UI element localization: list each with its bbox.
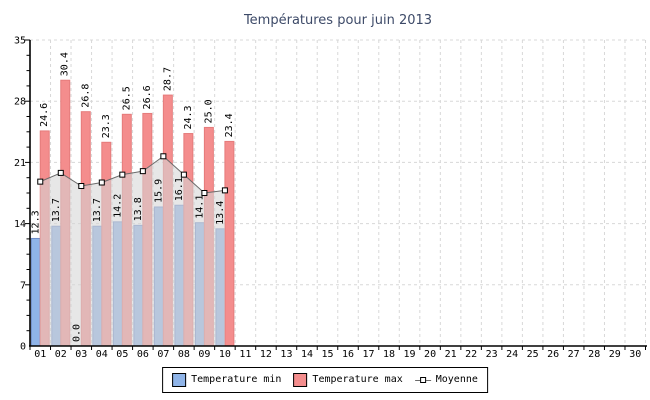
temp-max-value-label-09: 25.0 — [203, 99, 214, 123]
moyenne-marker-icon — [414, 376, 431, 384]
y-tick-label-7: 7 — [20, 280, 26, 291]
temp-max-swatch-icon — [293, 373, 308, 387]
x-tick-label-27: 27 — [568, 349, 580, 360]
x-tick-label-10: 10 — [219, 349, 231, 360]
x-tick-label-25: 25 — [527, 349, 539, 360]
y-tick-label-0: 0 — [20, 342, 26, 353]
x-tick-label-26: 26 — [547, 349, 559, 360]
legend-label-moyenne: Moyenne — [435, 374, 478, 385]
chart-title: Températures pour juin 2013 — [243, 13, 433, 28]
temp-max-value-label-03: 26.8 — [80, 84, 91, 108]
temp-max-bar-10 — [224, 140, 235, 347]
chart-legend: Temperature min Temperature max Moyenne — [162, 367, 488, 393]
x-tick-label-30: 30 — [629, 349, 641, 360]
temp-min-value-label-05: 14.2 — [112, 194, 123, 218]
x-tick-label-02: 02 — [55, 349, 67, 360]
y-tick-label-14: 14 — [14, 219, 26, 230]
y-tick-label-35: 35 — [14, 36, 26, 47]
x-tick-label-05: 05 — [116, 349, 128, 360]
temp-min-value-label-03: 0.0 — [71, 324, 82, 342]
x-tick-label-14: 14 — [301, 349, 313, 360]
x-tick-label-24: 24 — [506, 349, 518, 360]
x-tick-label-16: 16 — [342, 349, 354, 360]
temp-max-value-label-10: 23.4 — [224, 113, 235, 137]
x-tick-label-03: 03 — [75, 349, 87, 360]
moyenne-marker-06 — [139, 168, 146, 175]
temp-min-value-label-01: 12.3 — [30, 210, 41, 234]
moyenne-marker-04 — [98, 179, 105, 186]
x-tick-label-11: 11 — [239, 349, 251, 360]
moyenne-marker-01 — [37, 178, 44, 185]
temp-max-value-label-02: 30.4 — [60, 52, 71, 76]
temp-min-value-label-06: 13.8 — [133, 197, 144, 221]
x-tick-label-21: 21 — [445, 349, 457, 360]
x-tick-label-06: 06 — [137, 349, 149, 360]
moyenne-marker-02 — [57, 169, 64, 176]
temp-min-value-label-04: 13.7 — [92, 198, 103, 222]
legend-label-temp-min: Temperature min — [191, 374, 282, 385]
moyenne-marker-07 — [160, 153, 167, 160]
y-tick-label-21: 21 — [14, 158, 26, 169]
moyenne-marker-09 — [201, 190, 208, 196]
legend-label-temp-max: Temperature max — [312, 374, 403, 385]
temp-min-value-label-10: 13.4 — [215, 201, 226, 225]
x-tick-label-19: 19 — [404, 349, 416, 360]
x-tick-label-07: 07 — [157, 349, 169, 360]
legend-item-moyenne: Moyenne — [414, 374, 478, 386]
temp-min-value-label-08: 16.1 — [174, 177, 185, 201]
moyenne-marker-05 — [119, 171, 126, 178]
legend-item-temp-min: Temperature min — [172, 373, 281, 387]
x-tick-label-01: 01 — [34, 349, 46, 360]
x-tick-label-04: 04 — [96, 349, 108, 360]
x-tick-label-20: 20 — [424, 349, 436, 360]
temp-max-value-label-01: 24.6 — [39, 103, 50, 127]
temp-min-swatch-icon — [172, 373, 187, 387]
moyenne-marker-03 — [78, 183, 85, 190]
x-tick-label-13: 13 — [280, 349, 292, 360]
x-tick-label-23: 23 — [486, 349, 498, 360]
temp-max-value-label-08: 24.3 — [183, 105, 194, 129]
x-tick-label-17: 17 — [363, 349, 375, 360]
moyenne-marker-10 — [221, 187, 228, 194]
temp-min-value-label-09: 14.1 — [194, 195, 205, 219]
x-tick-label-15: 15 — [321, 349, 333, 360]
x-tick-label-29: 29 — [609, 349, 621, 360]
x-tick-label-18: 18 — [383, 349, 395, 360]
x-tick-label-22: 22 — [465, 349, 477, 360]
temp-max-value-label-04: 23.3 — [101, 114, 112, 138]
moyenne-line — [40, 155, 225, 194]
moyenne-marker-08 — [180, 171, 187, 178]
temp-max-value-label-07: 28.7 — [162, 67, 173, 91]
moyenne-area — [40, 156, 225, 346]
temp-max-value-label-05: 26.5 — [121, 86, 132, 110]
x-tick-label-08: 08 — [178, 349, 190, 360]
temp-min-value-label-02: 13.7 — [51, 198, 62, 222]
temp-max-value-label-06: 26.6 — [142, 85, 153, 109]
x-tick-label-09: 09 — [198, 349, 210, 360]
legend-item-temp-max: Temperature max — [293, 373, 403, 387]
temp-min-value-label-07: 15.9 — [153, 179, 164, 203]
temp-min-bar-01 — [30, 237, 41, 347]
x-tick-label-28: 28 — [588, 349, 600, 360]
x-tick-label-12: 12 — [260, 349, 272, 360]
y-tick-label-28: 28 — [14, 97, 26, 108]
